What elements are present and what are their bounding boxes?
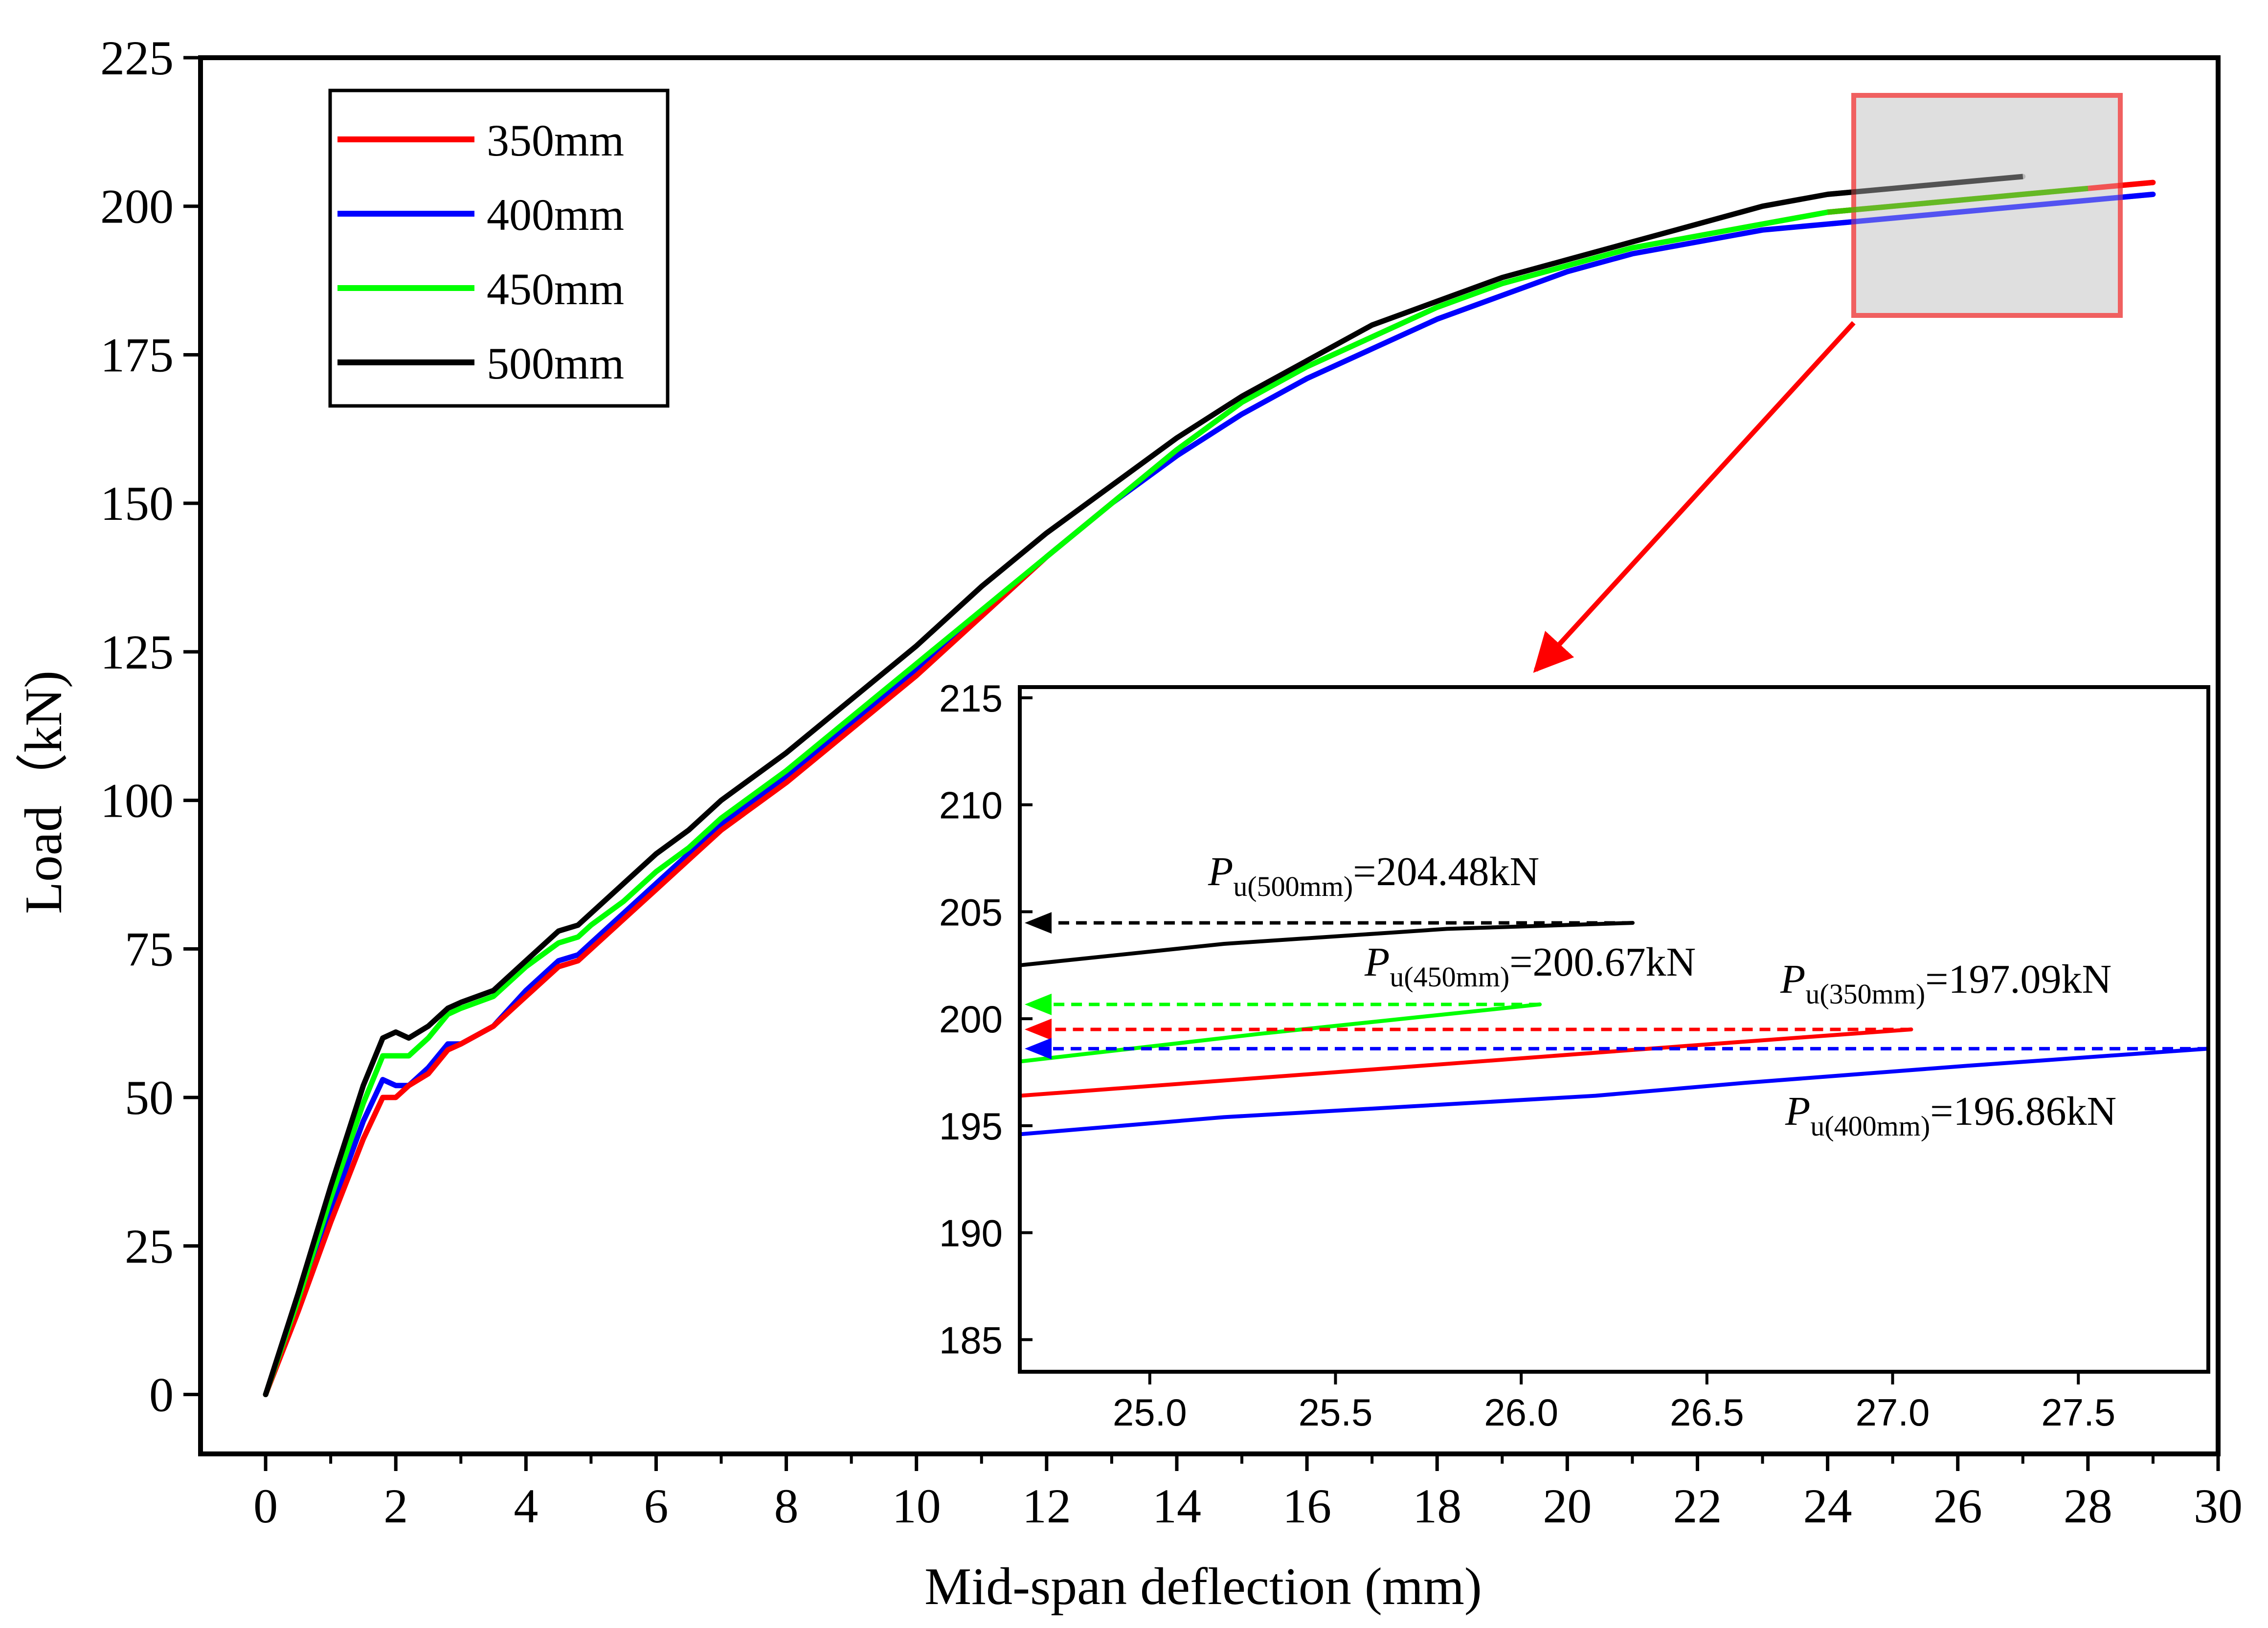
x-tick-label: 14 (1152, 1479, 1201, 1533)
annotation-pu-400mm-sub: u(400mm) (1810, 1110, 1930, 1142)
zoom-segment-450mm (1827, 185, 2088, 215)
x-tick-label: 4 (514, 1479, 538, 1533)
inset-y-tick-label: 185 (939, 1318, 1003, 1361)
annotation-pu-500mm-sub: u(500mm) (1233, 870, 1353, 902)
y-tick-label: 175 (100, 328, 174, 382)
annotation-pu-450mm-symbol: P (1364, 939, 1390, 985)
inset-y-tick-label: 195 (939, 1105, 1003, 1148)
inset-series-line-500mm (1018, 921, 1635, 967)
main-series-group (263, 174, 2156, 1397)
inset-x-tick-label: 26.5 (1670, 1391, 1744, 1434)
y-tick-label: 125 (100, 625, 174, 679)
x-tick-label: 8 (774, 1479, 799, 1533)
legend-label-350mm: 350mm (487, 115, 624, 165)
y-tick-label: 0 (149, 1368, 174, 1422)
x-tick-label: 30 (2194, 1479, 2243, 1533)
zoom-segment-400mm (1827, 191, 2154, 227)
legend-label-450mm: 450mm (487, 264, 624, 314)
zoom-overlay-lines (1827, 174, 2154, 227)
x-axis-title: Mid-span deflection (mm) (924, 1558, 1482, 1616)
zoom-pointer-arrow (1533, 321, 1856, 673)
annotation-pu-450mm-value: =200.67kN (1509, 939, 1696, 985)
zoom-segment-500mm (1827, 174, 2023, 197)
annotation-pu-400mm-value: =196.86kN (1930, 1089, 2116, 1134)
inset-x-tick-label: 27.0 (1856, 1391, 1930, 1434)
inset-series-line-450mm (1018, 1002, 1542, 1064)
annotation-pu-500mm: Pu(500mm)=204.48kN (1208, 849, 1539, 902)
inset-series-group (1018, 921, 2210, 1137)
annotation-pu-350mm: Pu(350mm)=197.09kN (1780, 957, 2111, 1010)
legend: 350mm 400mm 450mm 500mm (328, 89, 670, 408)
x-tick-label: 12 (1022, 1479, 1071, 1533)
x-tick-label: 20 (1543, 1479, 1592, 1533)
x-tick-label: 6 (644, 1479, 668, 1533)
x-tick-label: 22 (1673, 1479, 1722, 1533)
main-axis-ticks: 0 2 4 6 8 10 12 14 16 18 20 22 24 26 28 300255075100125… (100, 31, 2243, 1533)
y-tick-label: 100 (100, 774, 174, 828)
x-tick-label: 10 (892, 1479, 941, 1533)
annotation-pu-400mm: Pu(400mm)=196.86kN (1785, 1089, 2116, 1142)
series-line-450mm (263, 185, 2091, 1397)
annotation-pu-450mm-sub: u(450mm) (1390, 961, 1509, 993)
annotation-pu-350mm-sub: u(350mm) (1805, 978, 1925, 1010)
inset-arrowhead (1025, 993, 1052, 1015)
x-tick-label: 16 (1282, 1479, 1331, 1533)
series-line-500mm (263, 174, 2026, 1397)
inset-x-tick-label: 27.5 (2041, 1391, 2115, 1434)
x-tick-label: 28 (2064, 1479, 2112, 1533)
x-tick-label: 18 (1413, 1479, 1461, 1533)
y-tick-label: 25 (125, 1219, 174, 1273)
inset-frame (1018, 685, 2210, 1374)
legend-label-500mm: 500mm (487, 338, 624, 388)
main-plot-frame (198, 55, 2221, 1456)
inset-y-tick-label: 190 (939, 1212, 1003, 1255)
x-tick-label: 26 (1933, 1479, 1982, 1533)
x-tick-label: 24 (1803, 1479, 1852, 1533)
series-line-400mm (263, 191, 2156, 1397)
inset-axis-ticks: 25.0 25.5 26.0 26.5 27.0 27.5 185 190 195 200 205 2… (939, 677, 2115, 1434)
inset-arrowhead (1025, 1038, 1052, 1060)
inset-zoom-chart: 25.0 25.5 26.0 26.5 27.0 27.5 185 190 195 200 205 2… (939, 677, 2210, 1434)
x-tick-label: 2 (383, 1479, 408, 1533)
inset-y-tick-label: 215 (939, 677, 1003, 720)
y-tick-label: 75 (125, 922, 174, 976)
inset-x-tick-label: 25.0 (1113, 1391, 1187, 1434)
x-tick-label: 0 (253, 1479, 278, 1533)
inset-y-tick-label: 205 (939, 891, 1003, 934)
y-tick-label: 225 (100, 31, 174, 85)
inset-series-line-400mm (1018, 1047, 2210, 1137)
y-tick-label: 50 (125, 1070, 174, 1125)
y-tick-label: 150 (100, 476, 174, 531)
legend-label-400mm: 400mm (487, 190, 624, 240)
annotation-pu-350mm-value: =197.09kN (1925, 957, 2111, 1002)
inset-x-tick-label: 25.5 (1299, 1391, 1373, 1434)
inset-value-arrows (1025, 912, 2208, 1060)
inset-series-line-350mm (1018, 1027, 1913, 1098)
annotation-pu-350mm-symbol: P (1780, 957, 1805, 1002)
inset-y-tick-label: 210 (939, 784, 1003, 827)
y-axis-title: Load（kN) (15, 670, 73, 914)
y-tick-label: 200 (100, 179, 174, 234)
inset-arrowhead (1025, 1019, 1052, 1040)
annotation-pu-450mm: Pu(450mm)=200.67kN (1364, 939, 1696, 993)
annotation-pu-500mm-symbol: P (1208, 849, 1233, 894)
inset-x-tick-label: 26.0 (1484, 1391, 1558, 1434)
annotation-pu-500mm-value: =204.48kN (1353, 849, 1539, 894)
inset-arrowhead (1025, 912, 1052, 934)
inset-y-tick-label: 200 (939, 998, 1003, 1041)
legend-box (328, 89, 670, 408)
annotation-pu-400mm-symbol: P (1785, 1089, 1810, 1134)
